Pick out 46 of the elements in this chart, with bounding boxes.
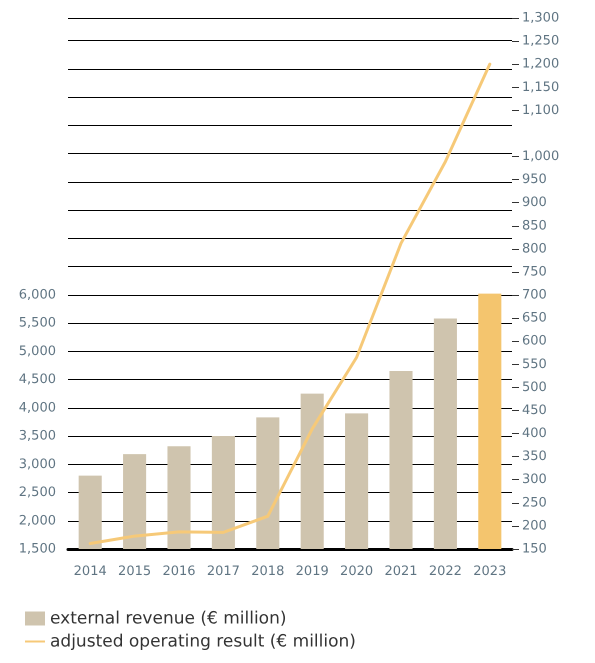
x-tick-label: 2017 xyxy=(206,564,240,579)
y2-tick-label: 1,150 xyxy=(522,80,560,95)
y2-tick-label: 250 xyxy=(522,495,547,510)
x-tick-label: 2016 xyxy=(162,564,196,579)
x-tick-label: 2022 xyxy=(428,564,462,579)
y2-tick-label: 400 xyxy=(522,426,547,442)
legend-label: external revenue (€ million) xyxy=(50,608,286,628)
y2-tick-label: 550 xyxy=(522,356,547,372)
legend-label: adjusted operating result (€ million) xyxy=(50,632,356,652)
y2-tick-label: 300 xyxy=(522,472,547,488)
y-tick-label: 5,000 xyxy=(18,344,56,359)
y-tick-label: 2,000 xyxy=(18,513,56,528)
y2-tick-label: 800 xyxy=(522,241,547,256)
y2-tick-label: 450 xyxy=(522,402,547,418)
y2-tick-label: 600 xyxy=(522,334,547,349)
y-tick-label: 3,500 xyxy=(18,428,56,444)
y-tick-label: 4,000 xyxy=(18,400,56,416)
x-tick-label: 2023 xyxy=(473,564,506,579)
y-tick-label: 2,500 xyxy=(18,485,56,500)
line-series xyxy=(88,62,492,545)
y2-tick-label: 1,300 xyxy=(522,10,560,26)
y2-tick-label: 350 xyxy=(522,449,547,464)
x-tick-label: 2018 xyxy=(251,564,284,579)
y2-tick-label: 900 xyxy=(522,195,547,210)
y2-tick-label: 1,200 xyxy=(522,56,560,72)
y2-tick-label: 1,000 xyxy=(522,149,560,164)
y-tick-label: 5,500 xyxy=(18,316,56,331)
x-tick-label: 2021 xyxy=(384,564,418,579)
y2-tick-label: 1,250 xyxy=(522,34,560,49)
y-tick-label: 3,000 xyxy=(18,456,56,472)
y-tick-label: 6,000 xyxy=(18,287,56,302)
y2-tick-label: 850 xyxy=(522,218,547,234)
y2-tick-label: 650 xyxy=(522,310,547,326)
y2-tick-label: 700 xyxy=(522,288,547,303)
y2-tick-label: 500 xyxy=(522,380,547,395)
y2-tick-label: 200 xyxy=(522,518,547,534)
y-tick-label: 4,500 xyxy=(18,372,56,388)
y2-tick-label: 750 xyxy=(522,264,547,280)
y-tick-label: 1,500 xyxy=(18,542,56,556)
x-tick-label: 2015 xyxy=(118,564,152,579)
y2-tick-label: 1,100 xyxy=(522,102,560,118)
y2-tick-label: 950 xyxy=(522,172,547,188)
x-tick-label: 2014 xyxy=(74,564,107,579)
x-tick-label: 2019 xyxy=(296,564,329,579)
y2-tick-label: 150 xyxy=(522,542,547,556)
x-tick-label: 2020 xyxy=(340,564,374,579)
